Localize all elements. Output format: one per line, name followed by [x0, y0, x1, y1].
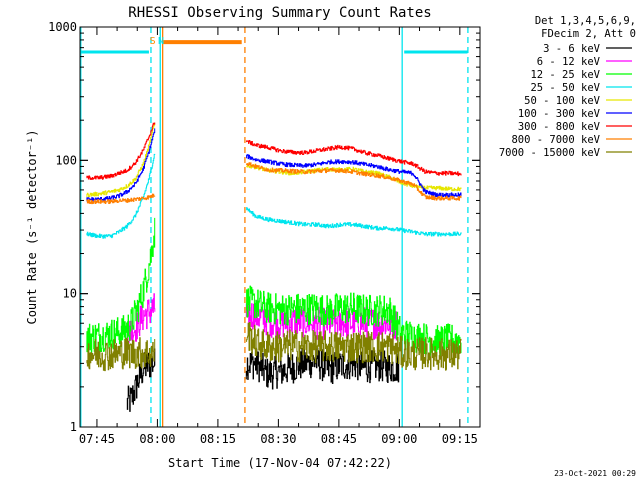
y-axis-label: Count Rate (s⁻¹ detector⁻¹): [25, 129, 39, 324]
x-tick-label-4: 08:45: [321, 432, 357, 446]
series-line-8: [86, 322, 462, 372]
series-line-2: [86, 217, 462, 357]
legend-entry-label-1: 6 - 12 keV: [537, 56, 601, 68]
footer-timestamp: 23-Oct-2021 00:29: [554, 469, 636, 478]
series-line-6: [86, 122, 462, 180]
legend-entry-label-4: 50 - 100 keV: [524, 95, 601, 107]
x-tick-label-2: 08:15: [200, 432, 236, 446]
y-tick-label-2: 100: [55, 153, 77, 167]
x-tick-label-6: 09:15: [442, 432, 478, 446]
marker-label-s: S: [150, 36, 156, 47]
marker-label-n: N: [158, 36, 164, 47]
x-tick-label-5: 09:00: [381, 432, 417, 446]
legend-entry-label-6: 300 - 800 keV: [518, 121, 601, 133]
legend-header-line-1: FDecim 2, Att 0: [541, 28, 636, 40]
legend-header-line-0: Det 1,3,4,5,6,9,: [535, 15, 636, 27]
legend-entry-label-3: 25 - 50 keV: [530, 82, 600, 94]
y-tick-label-1: 10: [63, 287, 77, 301]
legend-entry-label-5: 100 - 300 keV: [518, 108, 601, 120]
series-layer: [86, 122, 462, 412]
plot-frame: [79, 26, 481, 428]
x-axis-label: Start Time (17-Nov-04 07:42:22): [168, 456, 392, 470]
y-tick-label-3: 1000: [48, 20, 77, 34]
x-tick-label-3: 08:30: [260, 432, 296, 446]
x-axis: 07:45 08:00 08:15 08:30 08:45 09:00 09:15: [79, 27, 481, 446]
series-line-3: [86, 153, 462, 239]
x-tick-label-0: 07:45: [79, 432, 115, 446]
y-tick-label-0: 1: [70, 420, 77, 434]
legend-entry-label-0: 3 - 6 keV: [543, 43, 601, 55]
chart-title: RHESSI Observing Summary Count Rates: [128, 5, 431, 21]
legend-entry-label-2: 12 - 25 keV: [530, 69, 600, 81]
legend-entry-label-8: 7000 - 15000 keV: [499, 147, 601, 159]
x-tick-label-1: 08:00: [139, 432, 175, 446]
series-line-7: [86, 162, 462, 205]
series-line-5: [86, 128, 462, 202]
y-axis: 1 10 100 1000: [48, 20, 480, 434]
series-line-4: [86, 122, 462, 198]
legend-entry-label-7: 800 - 7000 keV: [511, 134, 600, 146]
legend: Det 1,3,4,5,6,9,FDecim 2, Att 0 3 - 6 keV…: [499, 15, 636, 159]
